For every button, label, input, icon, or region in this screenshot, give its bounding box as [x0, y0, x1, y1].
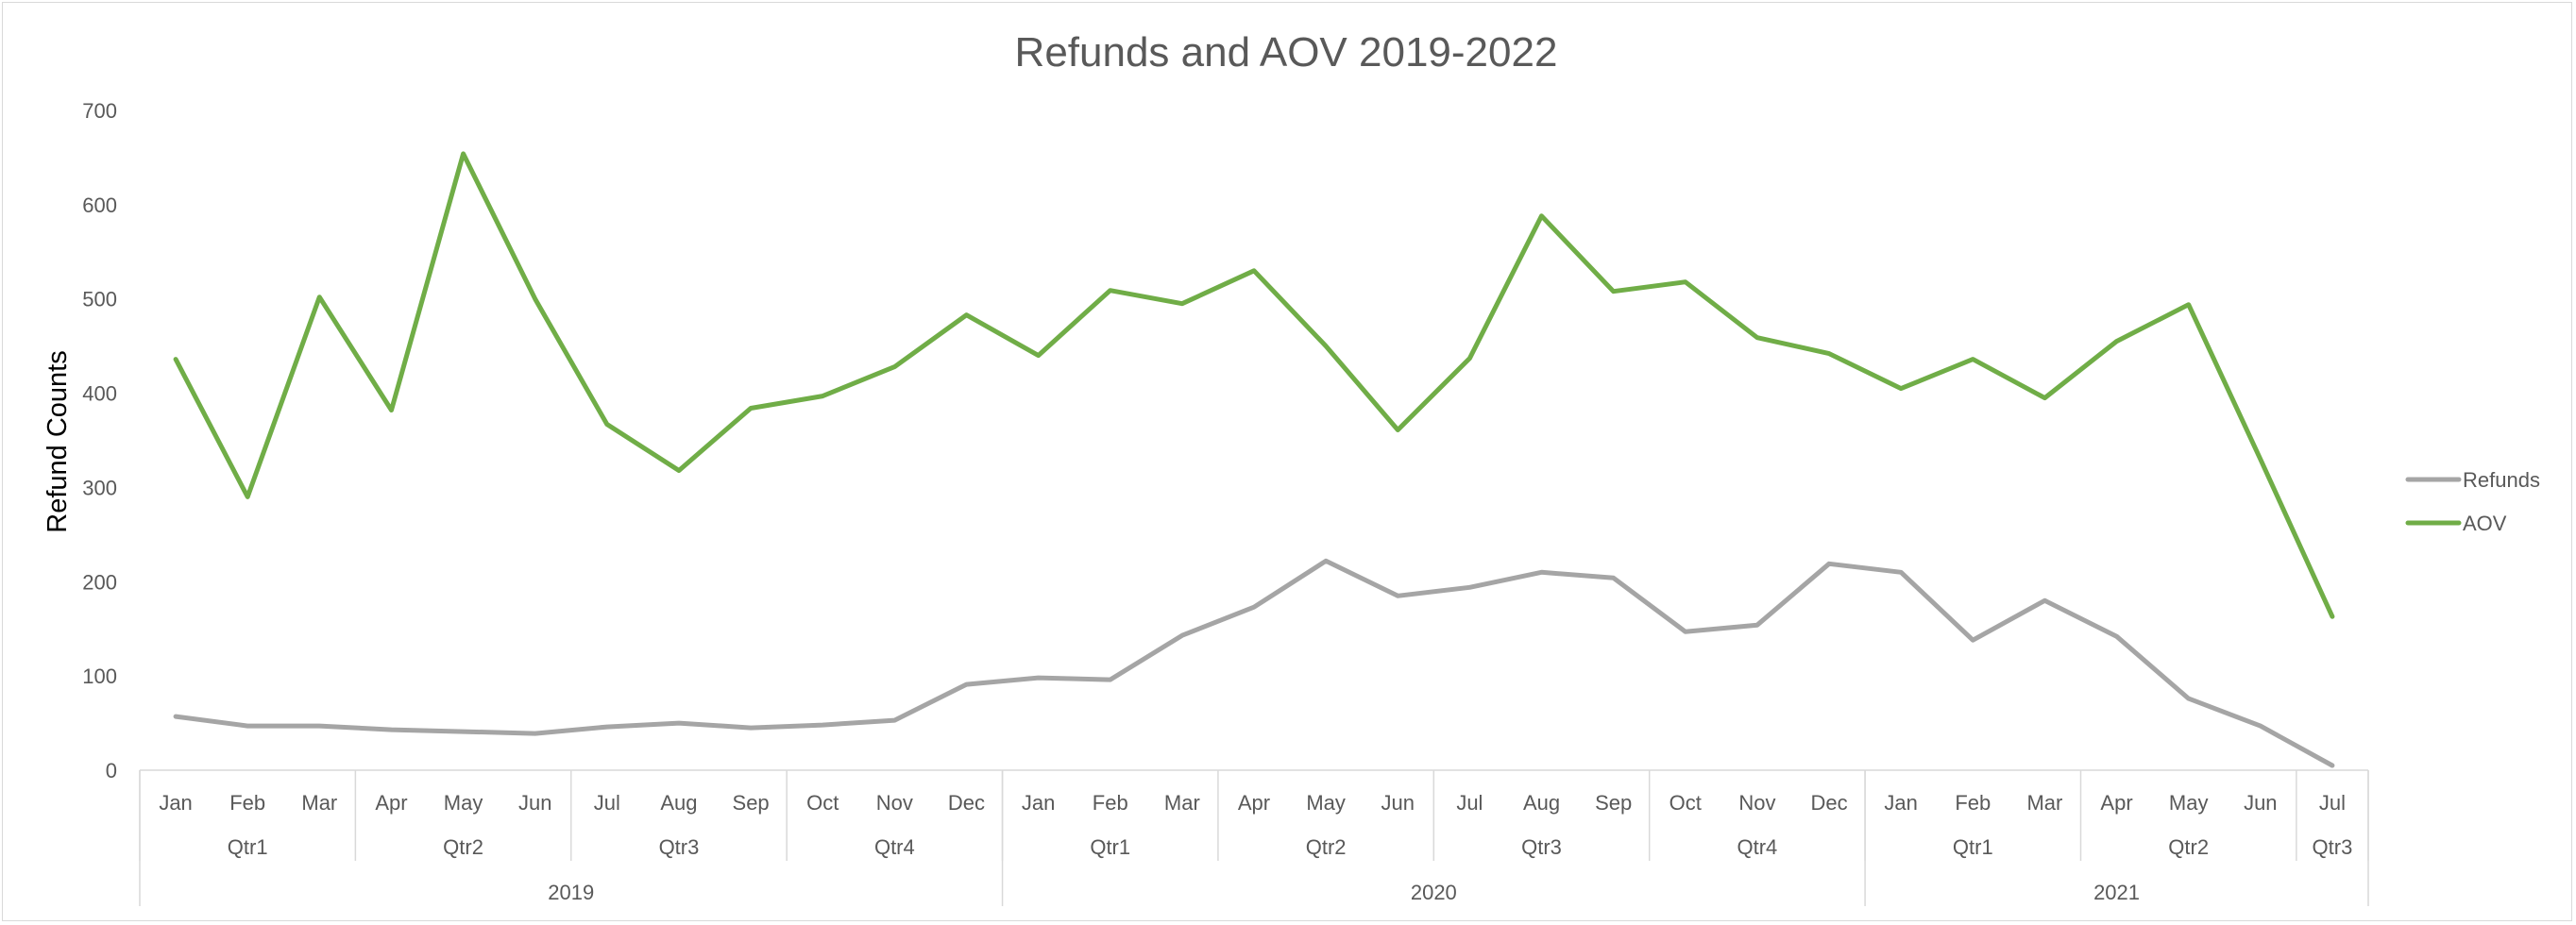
- x-tick-label-month: Dec: [1810, 791, 1847, 815]
- x-tick-label-month: Jun: [518, 791, 551, 815]
- x-tick-label-month: Feb: [1955, 791, 1991, 815]
- series-line-aov: [173, 151, 2335, 619]
- legend: Refunds AOV: [2405, 468, 2540, 535]
- x-tick-label-month: Jan: [1022, 791, 1055, 815]
- x-tick-label-month: Feb: [229, 791, 265, 815]
- x-tick-label-quarter: Qtr2: [2168, 835, 2209, 859]
- x-tick-label-month: Jul: [594, 791, 620, 815]
- x-tick-label-month: Apr: [375, 791, 407, 815]
- x-tick-label-month: Mar: [2026, 791, 2062, 815]
- x-tick-label-year: 2021: [2093, 881, 2140, 904]
- x-tick-label-quarter: Qtr4: [1737, 835, 1778, 859]
- x-tick-label-month: Sep: [733, 791, 770, 815]
- x-tick-label-month: Jun: [1381, 791, 1415, 815]
- x-tick-label-month: Jan: [1884, 791, 1917, 815]
- y-tick-label: 700: [82, 99, 117, 123]
- x-tick-label-quarter: Qtr1: [1953, 835, 1993, 859]
- x-tick-label-quarter: Qtr3: [2313, 835, 2353, 859]
- x-tick-label-month: Nov: [1738, 791, 1775, 815]
- x-tick-label-month: Aug: [1523, 791, 1560, 815]
- x-tick-label-month: Apr: [1238, 791, 1270, 815]
- x-tick-label-year: 2019: [548, 881, 594, 904]
- x-tick-label-month: Jun: [2244, 791, 2277, 815]
- x-tick-label-year: 2020: [1411, 881, 1457, 904]
- y-tick-label: 0: [106, 759, 117, 782]
- series-line-refunds: [173, 558, 2335, 768]
- x-tick-label-quarter: Qtr1: [228, 835, 268, 859]
- y-tick-label: 600: [82, 193, 117, 217]
- x-tick-label-month: Mar: [1164, 791, 1200, 815]
- x-tick-label-quarter: Qtr2: [443, 835, 483, 859]
- x-tick-label-month: Jul: [1456, 791, 1483, 815]
- y-axis-label: Refund Counts: [42, 350, 73, 532]
- x-tick-label-month: May: [444, 791, 483, 815]
- x-tick-label-month: Aug: [660, 791, 697, 815]
- y-tick-label: 300: [82, 476, 117, 499]
- legend-label-aov: AOV: [2463, 512, 2507, 535]
- x-tick-label-month: Oct: [806, 791, 839, 815]
- x-tick-label-quarter: Qtr3: [659, 835, 700, 859]
- x-tick-label-month: Oct: [1669, 791, 1702, 815]
- x-tick-label-quarter: Qtr1: [1090, 835, 1130, 859]
- x-tick-label-month: Apr: [2100, 791, 2132, 815]
- y-tick-label: 100: [82, 664, 117, 688]
- y-tick-label: 400: [82, 382, 117, 406]
- chart-title: Refunds and AOV 2019-2022: [1015, 29, 1558, 76]
- x-tick-label-month: Feb: [1093, 791, 1128, 815]
- x-tick-label-quarter: Qtr3: [1521, 835, 1562, 859]
- x-tick-label-month: Jul: [2319, 791, 2346, 815]
- x-tick-label-quarter: Qtr4: [874, 835, 915, 859]
- y-axis-ticks: 0 100 200 300 400 500 600 700: [82, 99, 117, 782]
- x-tick-label-month: Sep: [1595, 791, 1632, 815]
- x-tick-label-month: Jan: [159, 791, 192, 815]
- legend-label-refunds: Refunds: [2463, 468, 2540, 492]
- y-tick-label: 500: [82, 288, 117, 311]
- x-axis: Jan Feb Mar Apr May Jun Jul Aug Sep Oct Nov Dec Jan F…: [139, 769, 2369, 906]
- y-tick-label: 200: [82, 570, 117, 594]
- series-lines: [173, 151, 2335, 768]
- x-tick-label-month: May: [1306, 791, 1346, 815]
- x-tick-label-month: May: [2169, 791, 2209, 815]
- x-tick-label-month: Mar: [301, 791, 337, 815]
- x-tick-label-month: Nov: [876, 791, 913, 815]
- x-tick-label-month: Dec: [948, 791, 985, 815]
- x-tick-label-quarter: Qtr2: [1306, 835, 1347, 859]
